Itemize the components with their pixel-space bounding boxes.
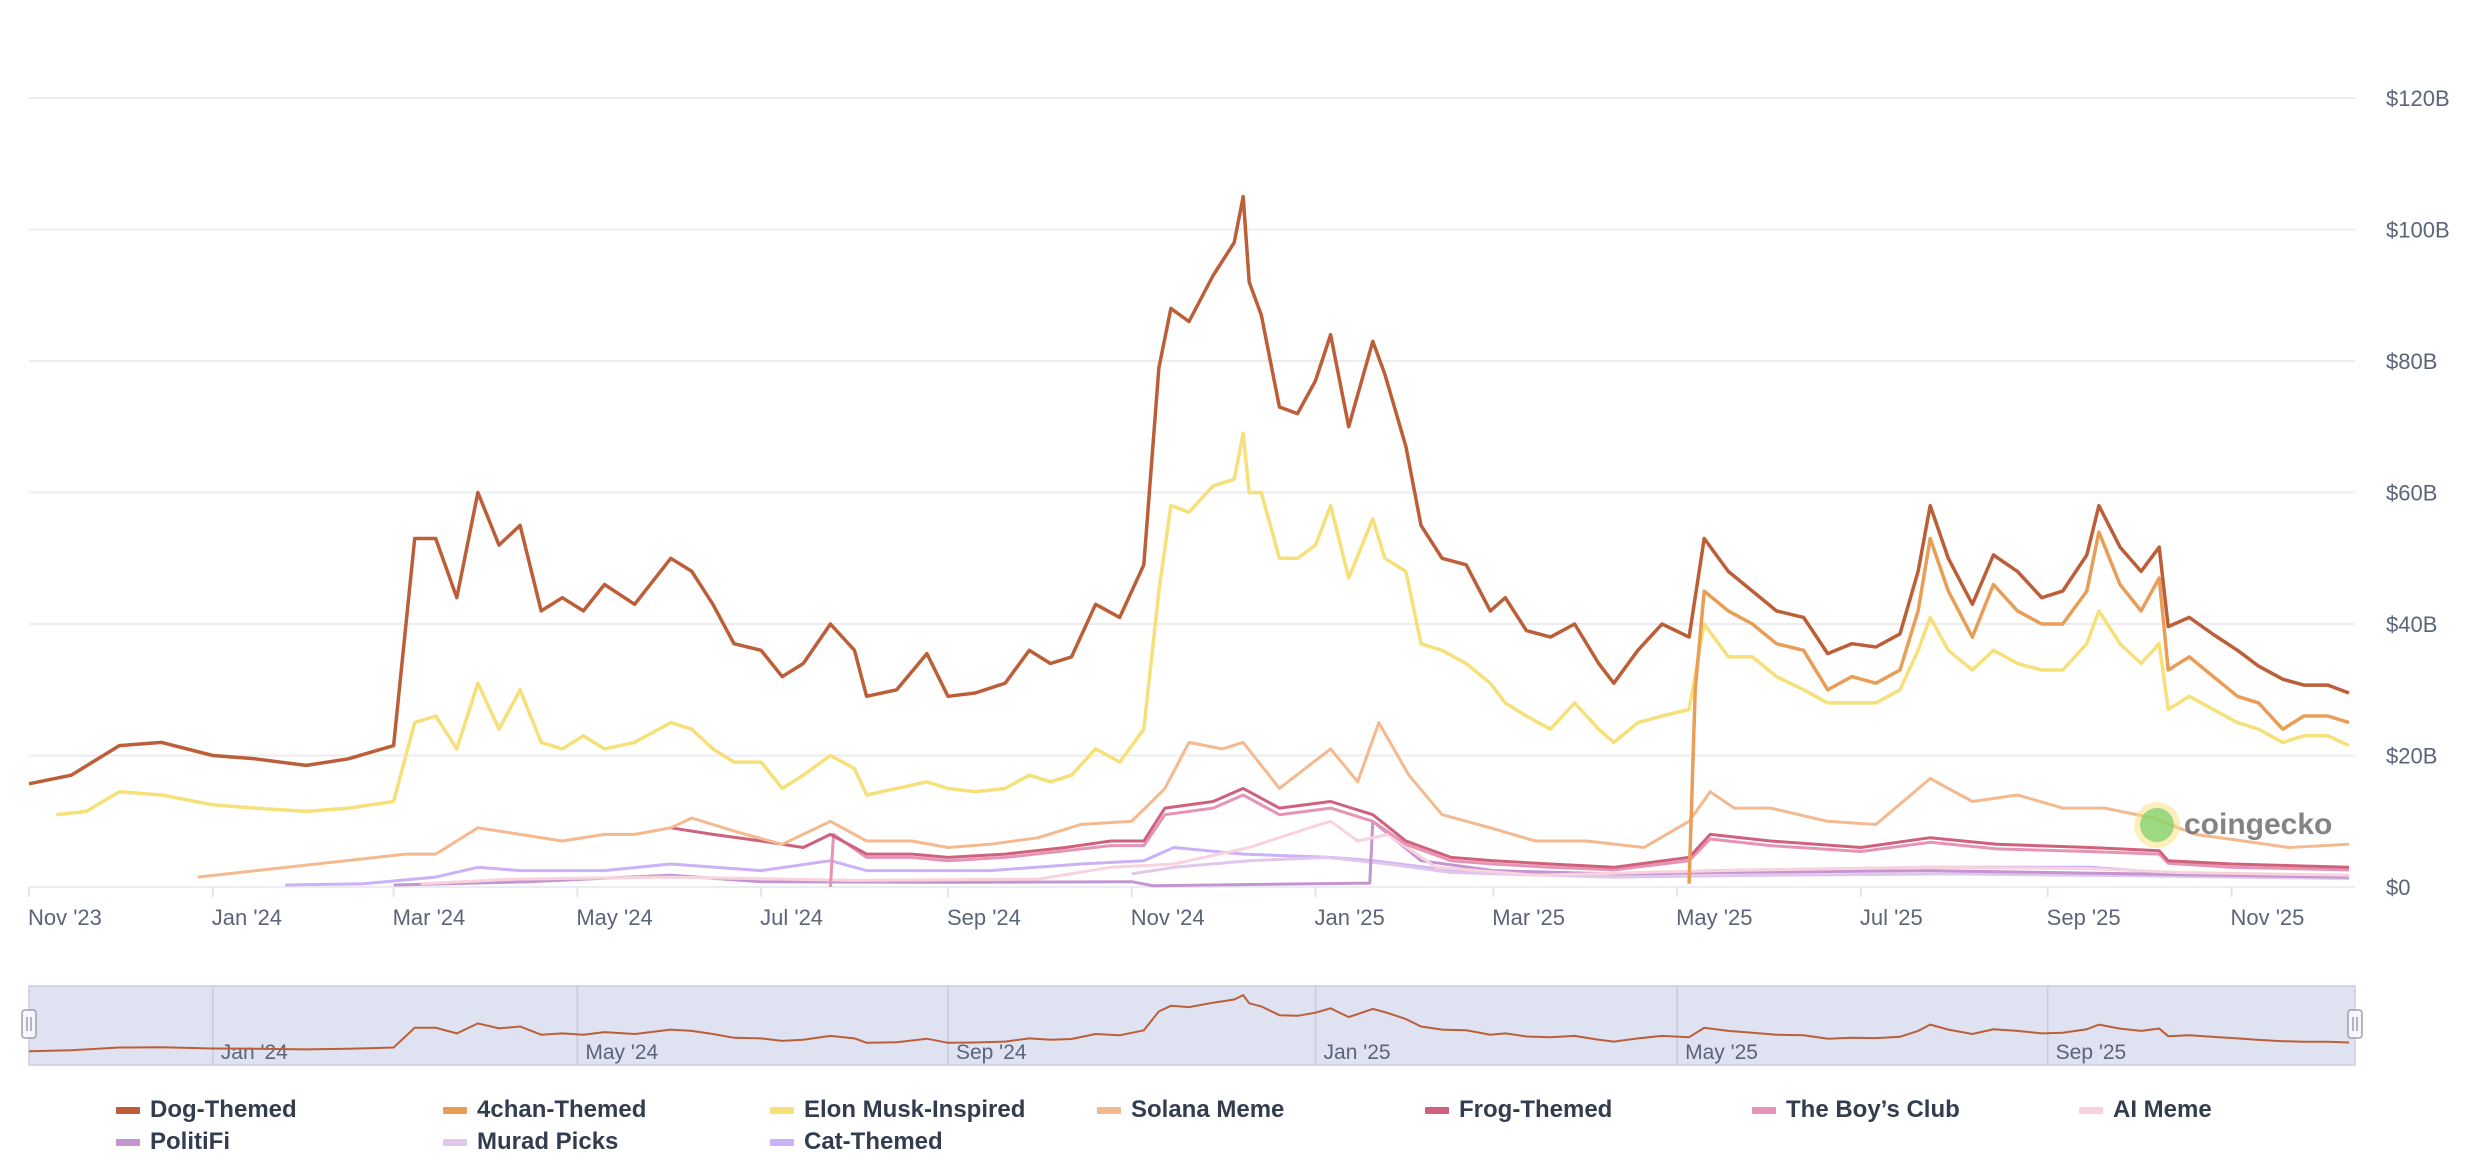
navigator-series-line <box>28 993 2350 1053</box>
legend-label: Elon Musk-Inspired <box>804 1096 1026 1123</box>
series-line-4chan-themed <box>1687 530 2350 884</box>
legend-label: AI Meme <box>2113 1096 2212 1123</box>
y-tick-label: $20B <box>2386 744 2437 769</box>
series-line-frog-themed <box>670 786 2350 869</box>
legend-label: The Boy’s Club <box>1786 1096 1960 1123</box>
legend-item[interactable]: Frog-Themed <box>1425 1096 1612 1124</box>
navigator-left-handle[interactable] <box>21 1009 37 1039</box>
y-tick-label: $40B <box>2386 612 2437 637</box>
navigator-right-handle[interactable] <box>2347 1009 2363 1039</box>
legend-swatch <box>116 1138 140 1146</box>
legend-swatch <box>770 1138 794 1146</box>
x-tick-label: May '25 <box>1676 905 1752 930</box>
x-tick-label: Jul '24 <box>760 905 823 930</box>
series-line-solana-meme <box>197 721 2350 879</box>
y-tick-label: $60B <box>2386 481 2437 506</box>
legend-swatch <box>1425 1106 1449 1114</box>
y-tick-label: $120B <box>2386 86 2450 111</box>
x-tick-label: Jan '24 <box>212 905 282 930</box>
series-lines <box>28 194 2350 888</box>
x-tick-label: May '24 <box>576 905 652 930</box>
series-line-elon-musk-inspired <box>55 431 2350 817</box>
series-line-the-boy-s-club <box>828 793 2350 888</box>
series-line-dog-themed <box>28 194 2350 786</box>
legend-label: Murad Picks <box>477 1128 619 1155</box>
x-tick-label: Sep '25 <box>2047 905 2121 930</box>
y-tick-label: $0 <box>2386 875 2410 900</box>
legend-swatch <box>443 1138 467 1146</box>
x-tick-label: Mar '24 <box>393 905 466 930</box>
legend-item[interactable]: Dog-Themed <box>116 1096 297 1124</box>
legend-label: PolitiFi <box>150 1128 230 1155</box>
x-tick-label: Jan '25 <box>1315 905 1385 930</box>
navigator-tick-label: Jan '25 <box>1324 1041 1391 1064</box>
legend-label: Dog-Themed <box>150 1096 297 1123</box>
x-tick-label: Nov '23 <box>28 905 102 930</box>
legend: Dog-Themed 4chan-Themed Elon Musk-Inspired… <box>0 1096 2489 1166</box>
legend-item[interactable]: The Boy’s Club <box>1752 1096 1960 1124</box>
gecko-logo-icon <box>2140 808 2174 842</box>
watermark-text: coingecko <box>2184 808 2333 841</box>
legend-swatch <box>2079 1106 2103 1114</box>
legend-label: Frog-Themed <box>1459 1096 1613 1123</box>
legend-label: Solana Meme <box>1131 1096 1285 1123</box>
navigator-tick-label: May '24 <box>585 1041 658 1064</box>
navigator-tick-label: Jan '24 <box>221 1041 288 1064</box>
legend-item[interactable]: Elon Musk-Inspired <box>770 1096 1025 1124</box>
navigator-tick-label: May '25 <box>1685 1041 1758 1064</box>
x-tick-label: Mar '25 <box>1492 905 1565 930</box>
legend-swatch <box>1752 1106 1776 1114</box>
navigator-tick-label: Sep '24 <box>956 1041 1027 1064</box>
legend-swatch <box>770 1106 794 1114</box>
legend-swatch <box>1097 1106 1121 1114</box>
coingecko-watermark: coingecko <box>2140 808 2332 842</box>
legend-item[interactable]: Cat-Themed <box>770 1128 943 1156</box>
legend-item[interactable]: 4chan-Themed <box>443 1096 646 1124</box>
series-line-ai-meme <box>420 819 2350 886</box>
legend-item[interactable]: Murad Picks <box>443 1128 618 1156</box>
navigator-tick-label: Sep '25 <box>2056 1041 2127 1064</box>
x-tick-label: Sep '24 <box>947 905 1021 930</box>
y-tick-label: $100B <box>2386 218 2450 243</box>
legend-label: Cat-Themed <box>804 1128 943 1155</box>
navigator-selection <box>28 985 2356 1066</box>
series-line-murad-picks <box>1131 855 2350 880</box>
x-tick-label: Nov '25 <box>2230 905 2304 930</box>
x-tick-label: Jul '25 <box>1860 905 1923 930</box>
x-axis-labels: Nov '23 Jan '24 Mar '24 May '24 Jul '24 Sep '… <box>28 887 2304 930</box>
legend-swatch <box>443 1106 467 1114</box>
legend-item[interactable]: Solana Meme <box>1097 1096 1284 1124</box>
y-tick-label: $80B <box>2386 349 2437 374</box>
legend-item[interactable]: PolitiFi <box>116 1128 230 1156</box>
legend-item[interactable]: AI Meme <box>2079 1096 2212 1124</box>
x-tick-label: Nov '24 <box>1131 905 1205 930</box>
y-axis-labels: $0 $20B $40B $60B $80B $100B $120B <box>2386 86 2450 900</box>
legend-label: 4chan-Themed <box>477 1096 647 1123</box>
range-navigator[interactable]: Jan '24 May '24 Sep '24 Jan '25 May '25 Sep '… <box>21 985 2363 1066</box>
legend-swatch <box>116 1106 140 1114</box>
y-gridlines <box>29 97 2355 888</box>
